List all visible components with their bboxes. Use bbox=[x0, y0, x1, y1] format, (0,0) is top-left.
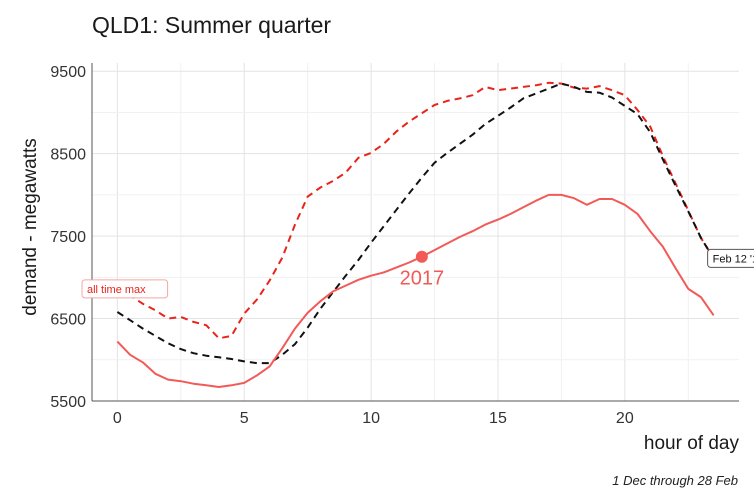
y-axis-title: demand - megawatts bbox=[20, 138, 41, 315]
annotation-label: all time max bbox=[87, 284, 146, 296]
y-tick-label: 9500 bbox=[50, 64, 86, 81]
point-label: 2017 bbox=[400, 268, 445, 290]
x-tick-label: 0 bbox=[113, 410, 122, 427]
y-tick-labels: 5500 6500 7500 8500 9500 bbox=[50, 64, 86, 411]
caption: 1 Dec through 28 Feb bbox=[612, 473, 738, 488]
y-tick-label: 7500 bbox=[50, 229, 86, 246]
grid bbox=[92, 63, 739, 402]
x-tick-label: 5 bbox=[240, 410, 249, 427]
series-line-2017 bbox=[116, 193, 715, 388]
annotation-box bbox=[81, 279, 169, 299]
y-tick-label: 6500 bbox=[50, 312, 86, 329]
x-tick-label: 20 bbox=[616, 410, 634, 427]
series-line-feb-12-17 bbox=[116, 82, 715, 365]
x-tick-label: 10 bbox=[362, 410, 380, 427]
axes bbox=[91, 63, 739, 402]
annotation-box bbox=[707, 248, 754, 268]
series-line-all-time-max bbox=[116, 81, 715, 340]
chart-title: QLD1: Summer quarter bbox=[92, 12, 332, 38]
x-axis-title: hour of day bbox=[644, 433, 740, 454]
annotation-label: Feb 12 '17 bbox=[713, 253, 754, 265]
y-tick-label: 8500 bbox=[50, 147, 86, 164]
y-tick-label: 5500 bbox=[50, 394, 86, 411]
annotations: all time max Feb 12 '17 2017 bbox=[81, 248, 754, 299]
x-tick-label: 15 bbox=[489, 410, 507, 427]
series-lines bbox=[116, 81, 715, 388]
highlight-point bbox=[415, 250, 428, 263]
x-tick-labels: 0 5 10 15 20 bbox=[113, 410, 634, 427]
